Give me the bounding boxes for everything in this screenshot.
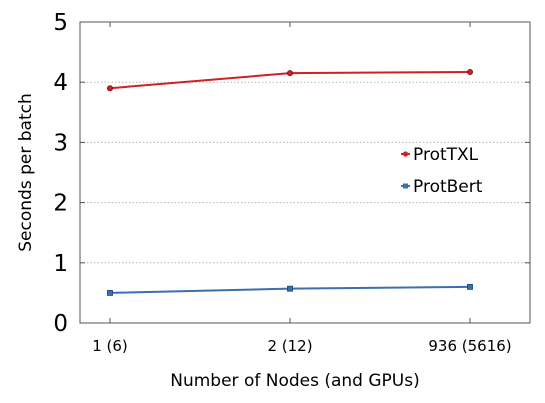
series-layer bbox=[107, 68, 473, 296]
y-tick-label: 2 bbox=[53, 191, 68, 217]
x-tick-label: 2 (12) bbox=[267, 337, 312, 355]
data-point-protbert bbox=[107, 289, 113, 296]
data-point-prottxl bbox=[466, 68, 473, 75]
legend: ProtTXL ProtBert bbox=[401, 145, 483, 197]
x-tick-label: 1 (6) bbox=[92, 337, 128, 355]
legend-label-prottxl: ProtTXL bbox=[413, 145, 479, 165]
y-tick-label: 3 bbox=[53, 130, 68, 156]
legend-label-protbert: ProtBert bbox=[413, 177, 483, 197]
legend-marker-prottxl bbox=[402, 151, 409, 157]
legend-marker-protbert bbox=[403, 183, 408, 189]
plot-frame bbox=[79, 21, 531, 324]
y-axis-label: Seconds per batch bbox=[16, 93, 36, 251]
data-point-prottxl bbox=[107, 85, 114, 92]
data-point-protbert bbox=[467, 283, 473, 290]
x-axis-ticks: 1 (6) 2 (12) 936 (5616) bbox=[92, 22, 512, 355]
data-point-protbert bbox=[287, 285, 293, 292]
y-tick-label: 5 bbox=[53, 10, 68, 36]
grid-lines bbox=[80, 81, 530, 264]
y-tick-label: 0 bbox=[53, 311, 68, 337]
data-point-prottxl bbox=[286, 70, 293, 77]
y-axis-ticks: 0 1 2 3 4 5 bbox=[53, 10, 530, 337]
x-tick-label: 936 (5616) bbox=[428, 337, 511, 355]
x-axis-label: Number of Nodes (and GPUs) bbox=[170, 371, 420, 391]
y-tick-label: 1 bbox=[53, 251, 68, 277]
y-tick-label: 4 bbox=[53, 70, 68, 96]
